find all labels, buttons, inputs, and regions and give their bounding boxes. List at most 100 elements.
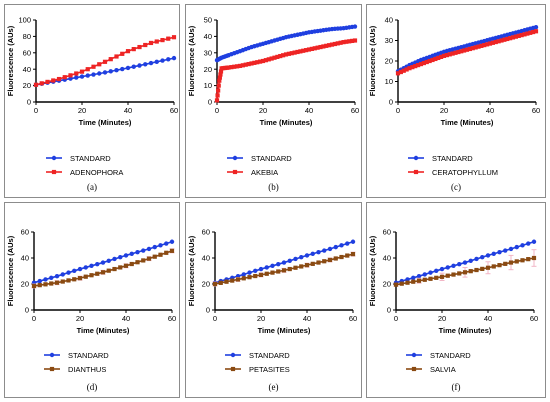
data-point bbox=[171, 35, 177, 40]
data-point bbox=[66, 270, 71, 275]
y-axis-title: Fluorescence (AUs) bbox=[187, 235, 196, 306]
legend-label: STANDARD bbox=[432, 154, 473, 163]
data-point bbox=[304, 253, 310, 258]
data-point bbox=[522, 32, 527, 37]
legend-entry: STANDARD bbox=[46, 154, 111, 163]
data-point bbox=[135, 260, 140, 265]
data-point bbox=[457, 261, 462, 267]
data-point bbox=[293, 265, 298, 270]
data-point bbox=[428, 270, 433, 275]
data-point bbox=[508, 246, 514, 252]
data-point bbox=[143, 42, 148, 48]
data-point bbox=[264, 265, 269, 270]
data-point bbox=[212, 281, 218, 287]
data-point bbox=[485, 42, 490, 47]
data-point bbox=[226, 65, 231, 70]
series-dianthus bbox=[31, 248, 175, 289]
data-point bbox=[146, 256, 152, 261]
data-point bbox=[451, 272, 456, 277]
data-point bbox=[287, 258, 292, 263]
data-point bbox=[229, 65, 234, 70]
data-point bbox=[281, 268, 287, 273]
data-point bbox=[457, 271, 462, 276]
data-point bbox=[276, 269, 281, 274]
data-point bbox=[218, 69, 224, 74]
data-point bbox=[66, 278, 71, 283]
data-point bbox=[148, 60, 154, 66]
data-point bbox=[341, 40, 346, 45]
data-point bbox=[118, 265, 123, 270]
data-point bbox=[39, 81, 44, 86]
data-point bbox=[152, 244, 157, 250]
x-tick-label: 0 bbox=[215, 106, 219, 115]
chart-panel-d: 0 20 40 60 0 20 40 60 Time (Minutes) Fluorescence… bbox=[4, 202, 180, 398]
data-point bbox=[49, 275, 54, 281]
data-point bbox=[60, 272, 65, 277]
panel-border bbox=[4, 202, 180, 398]
data-point bbox=[528, 30, 533, 35]
data-point bbox=[95, 261, 100, 267]
data-point bbox=[232, 64, 237, 69]
data-point bbox=[462, 260, 468, 265]
legend-label: STANDARD bbox=[70, 154, 111, 163]
data-point bbox=[464, 47, 470, 52]
y-tick-label: 0 bbox=[206, 306, 210, 315]
data-point bbox=[333, 256, 338, 261]
chart-panel-c: 0 10 20 30 40 0 20 40 60 Time (Minutes) Fluorescen… bbox=[366, 4, 546, 198]
data-point bbox=[413, 169, 419, 175]
data-point bbox=[106, 258, 111, 263]
x-tick-label: 20 bbox=[259, 106, 267, 115]
y-tick-label: 30 bbox=[204, 48, 212, 57]
panel-caption: (c) bbox=[451, 182, 461, 192]
legend-label: DIANTHUS bbox=[68, 365, 106, 374]
data-point bbox=[141, 258, 146, 263]
data-point bbox=[281, 260, 287, 265]
data-point bbox=[453, 50, 458, 55]
data-point bbox=[395, 71, 401, 76]
x-tick-label: 20 bbox=[440, 106, 448, 115]
y-tick-label: 40 bbox=[204, 32, 212, 41]
y-tick-label: 0 bbox=[208, 98, 212, 107]
y-axis-title: Fluorescence (AUs) bbox=[187, 25, 196, 96]
data-point bbox=[118, 254, 123, 260]
data-point bbox=[332, 41, 337, 47]
series-standard bbox=[212, 239, 356, 285]
data-point bbox=[114, 54, 119, 59]
data-point bbox=[97, 71, 102, 76]
data-point bbox=[72, 277, 77, 282]
data-point bbox=[451, 263, 456, 268]
legend-label: STANDARD bbox=[249, 351, 290, 360]
data-point bbox=[154, 39, 159, 44]
data-point bbox=[306, 47, 312, 52]
data-point bbox=[54, 274, 60, 279]
data-point bbox=[459, 49, 464, 54]
data-point bbox=[253, 268, 258, 274]
legend-entry: STANDARD bbox=[44, 351, 109, 360]
data-point bbox=[310, 261, 315, 266]
data-point bbox=[218, 280, 223, 285]
legend-entry: PETASITES bbox=[225, 365, 290, 374]
data-point bbox=[490, 40, 495, 45]
x-tick-label: 0 bbox=[32, 314, 36, 323]
data-point bbox=[137, 44, 142, 50]
data-point bbox=[433, 56, 438, 62]
y-tick-label: 40 bbox=[21, 254, 29, 263]
data-point bbox=[33, 82, 39, 87]
data-point bbox=[264, 271, 269, 276]
y-axis-title: Fluorescence (AUs) bbox=[368, 25, 377, 96]
data-point bbox=[339, 243, 344, 248]
data-point bbox=[416, 63, 421, 68]
data-point bbox=[45, 79, 50, 85]
x-tick-label: 40 bbox=[303, 314, 311, 323]
data-point bbox=[439, 54, 444, 59]
data-point bbox=[68, 76, 73, 81]
data-point bbox=[125, 65, 131, 71]
series-line bbox=[216, 39, 356, 101]
data-point bbox=[312, 46, 317, 51]
y-tick-label: 0 bbox=[389, 98, 393, 107]
data-point bbox=[125, 49, 131, 54]
data-point bbox=[224, 279, 229, 284]
data-point bbox=[499, 38, 504, 43]
y-tick-label: 0 bbox=[387, 306, 391, 315]
